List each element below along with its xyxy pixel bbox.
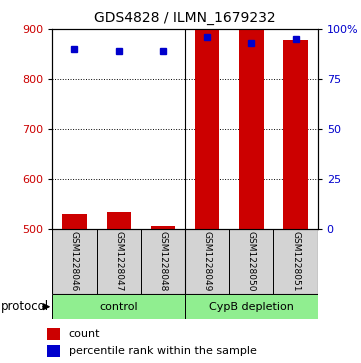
Bar <box>47 345 60 357</box>
Text: GSM1228051: GSM1228051 <box>291 231 300 291</box>
Text: GSM1228046: GSM1228046 <box>70 231 79 291</box>
Text: GSM1228049: GSM1228049 <box>203 231 212 291</box>
Bar <box>185 294 318 319</box>
Bar <box>185 229 229 294</box>
Title: GDS4828 / ILMN_1679232: GDS4828 / ILMN_1679232 <box>94 11 276 25</box>
Text: count: count <box>69 329 100 339</box>
Bar <box>62 214 87 229</box>
Bar <box>141 229 185 294</box>
Bar <box>229 229 274 294</box>
Text: protocol: protocol <box>1 300 49 313</box>
Text: CypB depletion: CypB depletion <box>209 302 294 312</box>
Bar <box>47 328 60 340</box>
Text: percentile rank within the sample: percentile rank within the sample <box>69 346 256 356</box>
Bar <box>52 294 185 319</box>
Text: GSM1228047: GSM1228047 <box>114 231 123 291</box>
Bar <box>283 40 308 229</box>
Bar <box>106 212 131 229</box>
Text: control: control <box>99 302 138 312</box>
Bar <box>52 229 97 294</box>
Text: GSM1228048: GSM1228048 <box>158 231 168 291</box>
Text: GSM1228050: GSM1228050 <box>247 231 256 291</box>
Bar <box>274 229 318 294</box>
Bar <box>151 226 175 229</box>
Bar <box>195 29 219 229</box>
Bar <box>97 229 141 294</box>
Bar <box>239 29 264 229</box>
